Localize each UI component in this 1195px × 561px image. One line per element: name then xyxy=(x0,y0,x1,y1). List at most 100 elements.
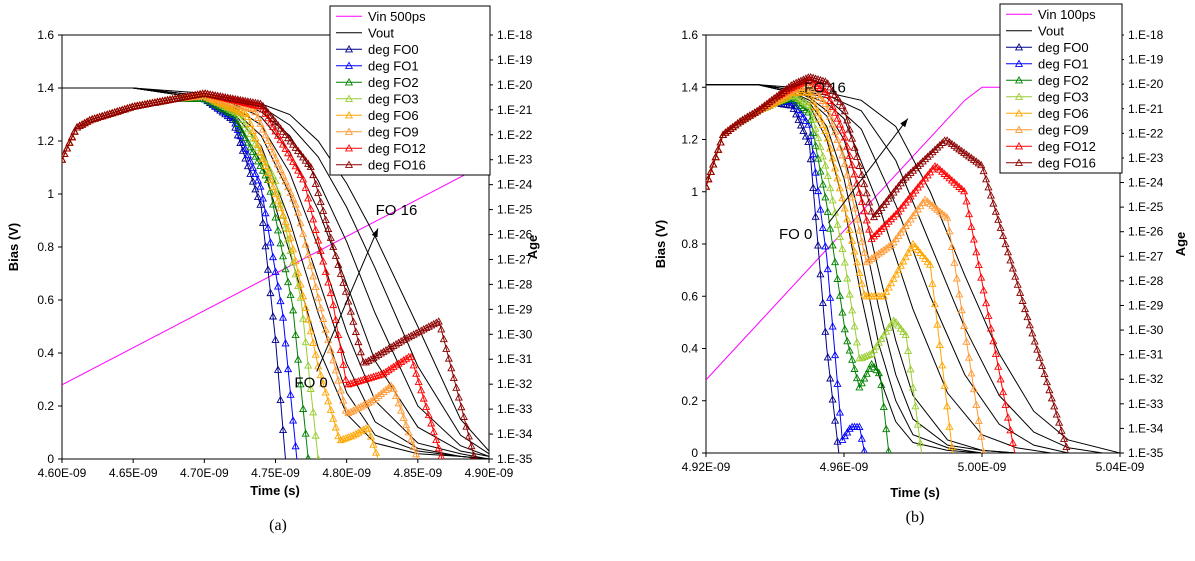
x-axis-label: Time (s) xyxy=(890,485,940,500)
deg-fo16-marker xyxy=(263,108,273,116)
deg-fo16-marker xyxy=(324,224,333,232)
legend-entry-label: Vout xyxy=(1038,23,1064,38)
deg-fo16-marker xyxy=(196,89,205,98)
deg-fo16-marker xyxy=(838,101,847,109)
deg-fo3-marker xyxy=(296,293,305,301)
deg-fo9-marker xyxy=(253,113,262,121)
deg-fo12-marker xyxy=(316,246,325,254)
deg-fo1-marker xyxy=(271,267,280,275)
x-tick-label: 4.85E-09 xyxy=(393,466,442,480)
deg-fo12-marker xyxy=(857,197,866,205)
deg-fo1-marker xyxy=(281,339,290,347)
deg-fo16-marker xyxy=(135,101,144,109)
deg-fo12-marker xyxy=(437,452,446,459)
deg-fo3-marker xyxy=(908,383,918,391)
deg-fo16-marker xyxy=(1035,353,1044,361)
y2-tick-label: 1.E-25 xyxy=(1128,200,1164,214)
deg-fo16-marker xyxy=(434,317,443,325)
deg-fo16-marker xyxy=(173,94,182,102)
deg-fo6-marker xyxy=(296,280,305,288)
deg-fo0-marker xyxy=(238,146,247,154)
deg-fo2-marker xyxy=(258,166,268,174)
y2-tick-label: 1.E-32 xyxy=(1128,372,1164,386)
deg-fo16-marker xyxy=(168,94,177,103)
deg-fo9-marker xyxy=(397,406,406,414)
y-tick-label: 1.6 xyxy=(681,28,698,42)
deg-fo9-marker xyxy=(872,250,881,259)
y2-tick-label: 1.E-18 xyxy=(497,28,533,42)
deg-fo12-marker xyxy=(838,126,847,134)
deg-fo12-marker xyxy=(314,236,323,244)
deg-fo9-marker xyxy=(412,449,421,458)
deg-fo16-marker xyxy=(62,149,69,158)
deg-fo16-marker xyxy=(1047,394,1056,402)
deg-fo16-marker xyxy=(62,155,67,163)
deg-fo12-marker xyxy=(331,315,340,324)
deg-fo16-marker xyxy=(706,167,715,175)
deg-fo6-marker xyxy=(923,257,932,265)
deg-fo0-marker xyxy=(828,395,837,403)
y2-tick-label: 1.E-22 xyxy=(497,128,533,142)
y2-tick-label: 1.E-18 xyxy=(1128,28,1164,42)
deg-fo9-marker xyxy=(326,345,335,354)
deg-fo6-marker xyxy=(821,126,830,134)
deg-fo2-marker xyxy=(860,374,869,382)
deg-fo16-marker xyxy=(93,113,102,121)
fanout-arrow-line xyxy=(828,118,909,224)
deg-fo3-marker xyxy=(826,183,835,192)
deg-fo6-marker xyxy=(334,431,343,440)
deg-fo0-marker xyxy=(246,169,255,177)
deg-fo16-marker xyxy=(108,108,117,117)
deg-fo16-marker xyxy=(223,93,232,101)
deg-fo9-marker xyxy=(366,397,376,405)
deg-fo16-marker xyxy=(1025,320,1034,329)
deg-fo16-marker xyxy=(452,383,461,391)
y-tick-label: 0 xyxy=(47,452,54,466)
deg-fo9-marker xyxy=(826,112,835,120)
deg-fo1-marker xyxy=(821,242,830,250)
deg-fo16-marker xyxy=(193,90,202,98)
deg-fo0-marker xyxy=(811,212,820,220)
fo-annotation-label: FO 0 xyxy=(294,374,327,391)
deg-fo3-marker xyxy=(271,176,280,184)
deg-fo3-marker xyxy=(894,321,903,329)
y-tick-label: 1 xyxy=(691,185,698,199)
deg-fo16-marker xyxy=(304,159,313,167)
deg-fo9-marker xyxy=(833,135,842,143)
deg-fo16-marker xyxy=(103,110,112,118)
deg-fo1-marker xyxy=(857,434,866,442)
deg-fo16-marker xyxy=(226,93,235,102)
deg-fo12-marker xyxy=(374,371,383,379)
deg-fo16-marker xyxy=(1016,288,1025,296)
deg-fo16-marker xyxy=(268,114,278,122)
y-tick-label: 0.2 xyxy=(681,394,698,408)
y2-tick-label: 1.E-33 xyxy=(497,402,533,416)
deg-fo9-marker xyxy=(977,432,986,440)
deg-fo16-marker xyxy=(356,347,365,356)
deg-fo9-marker xyxy=(852,215,862,223)
x-axis-label: Time (s) xyxy=(250,483,300,498)
deg-fo9-marker xyxy=(376,389,386,397)
deg-fo9-marker xyxy=(316,303,325,312)
deg-fo12-marker xyxy=(860,206,869,215)
deg-fo6-marker xyxy=(891,270,901,278)
deg-fo16-marker xyxy=(823,79,832,87)
legend-entry-label: Vin 100ps xyxy=(1038,7,1096,22)
deg-fo6-marker xyxy=(261,161,270,170)
deg-fo6-marker xyxy=(906,244,915,252)
deg-fo12-marker xyxy=(361,374,370,383)
deg-fo1-marker xyxy=(273,282,283,290)
y2-tick-label: 1.E-20 xyxy=(1128,77,1164,91)
y-tick-label: 1.6 xyxy=(37,28,54,42)
deg-fo9-marker xyxy=(384,383,393,391)
deg-fo1-marker xyxy=(835,408,845,416)
x-tick-label: 4.65E-09 xyxy=(109,466,158,480)
deg-fo16-marker xyxy=(329,242,338,250)
deg-fo16-marker xyxy=(120,104,129,113)
deg-fo9-marker xyxy=(794,83,803,92)
deg-fo3-marker xyxy=(891,318,901,326)
deg-fo6-marker xyxy=(299,291,308,300)
deg-fo9-marker xyxy=(838,151,847,159)
deg-fo16-marker xyxy=(996,223,1005,231)
deg-fo12-marker xyxy=(974,260,983,268)
